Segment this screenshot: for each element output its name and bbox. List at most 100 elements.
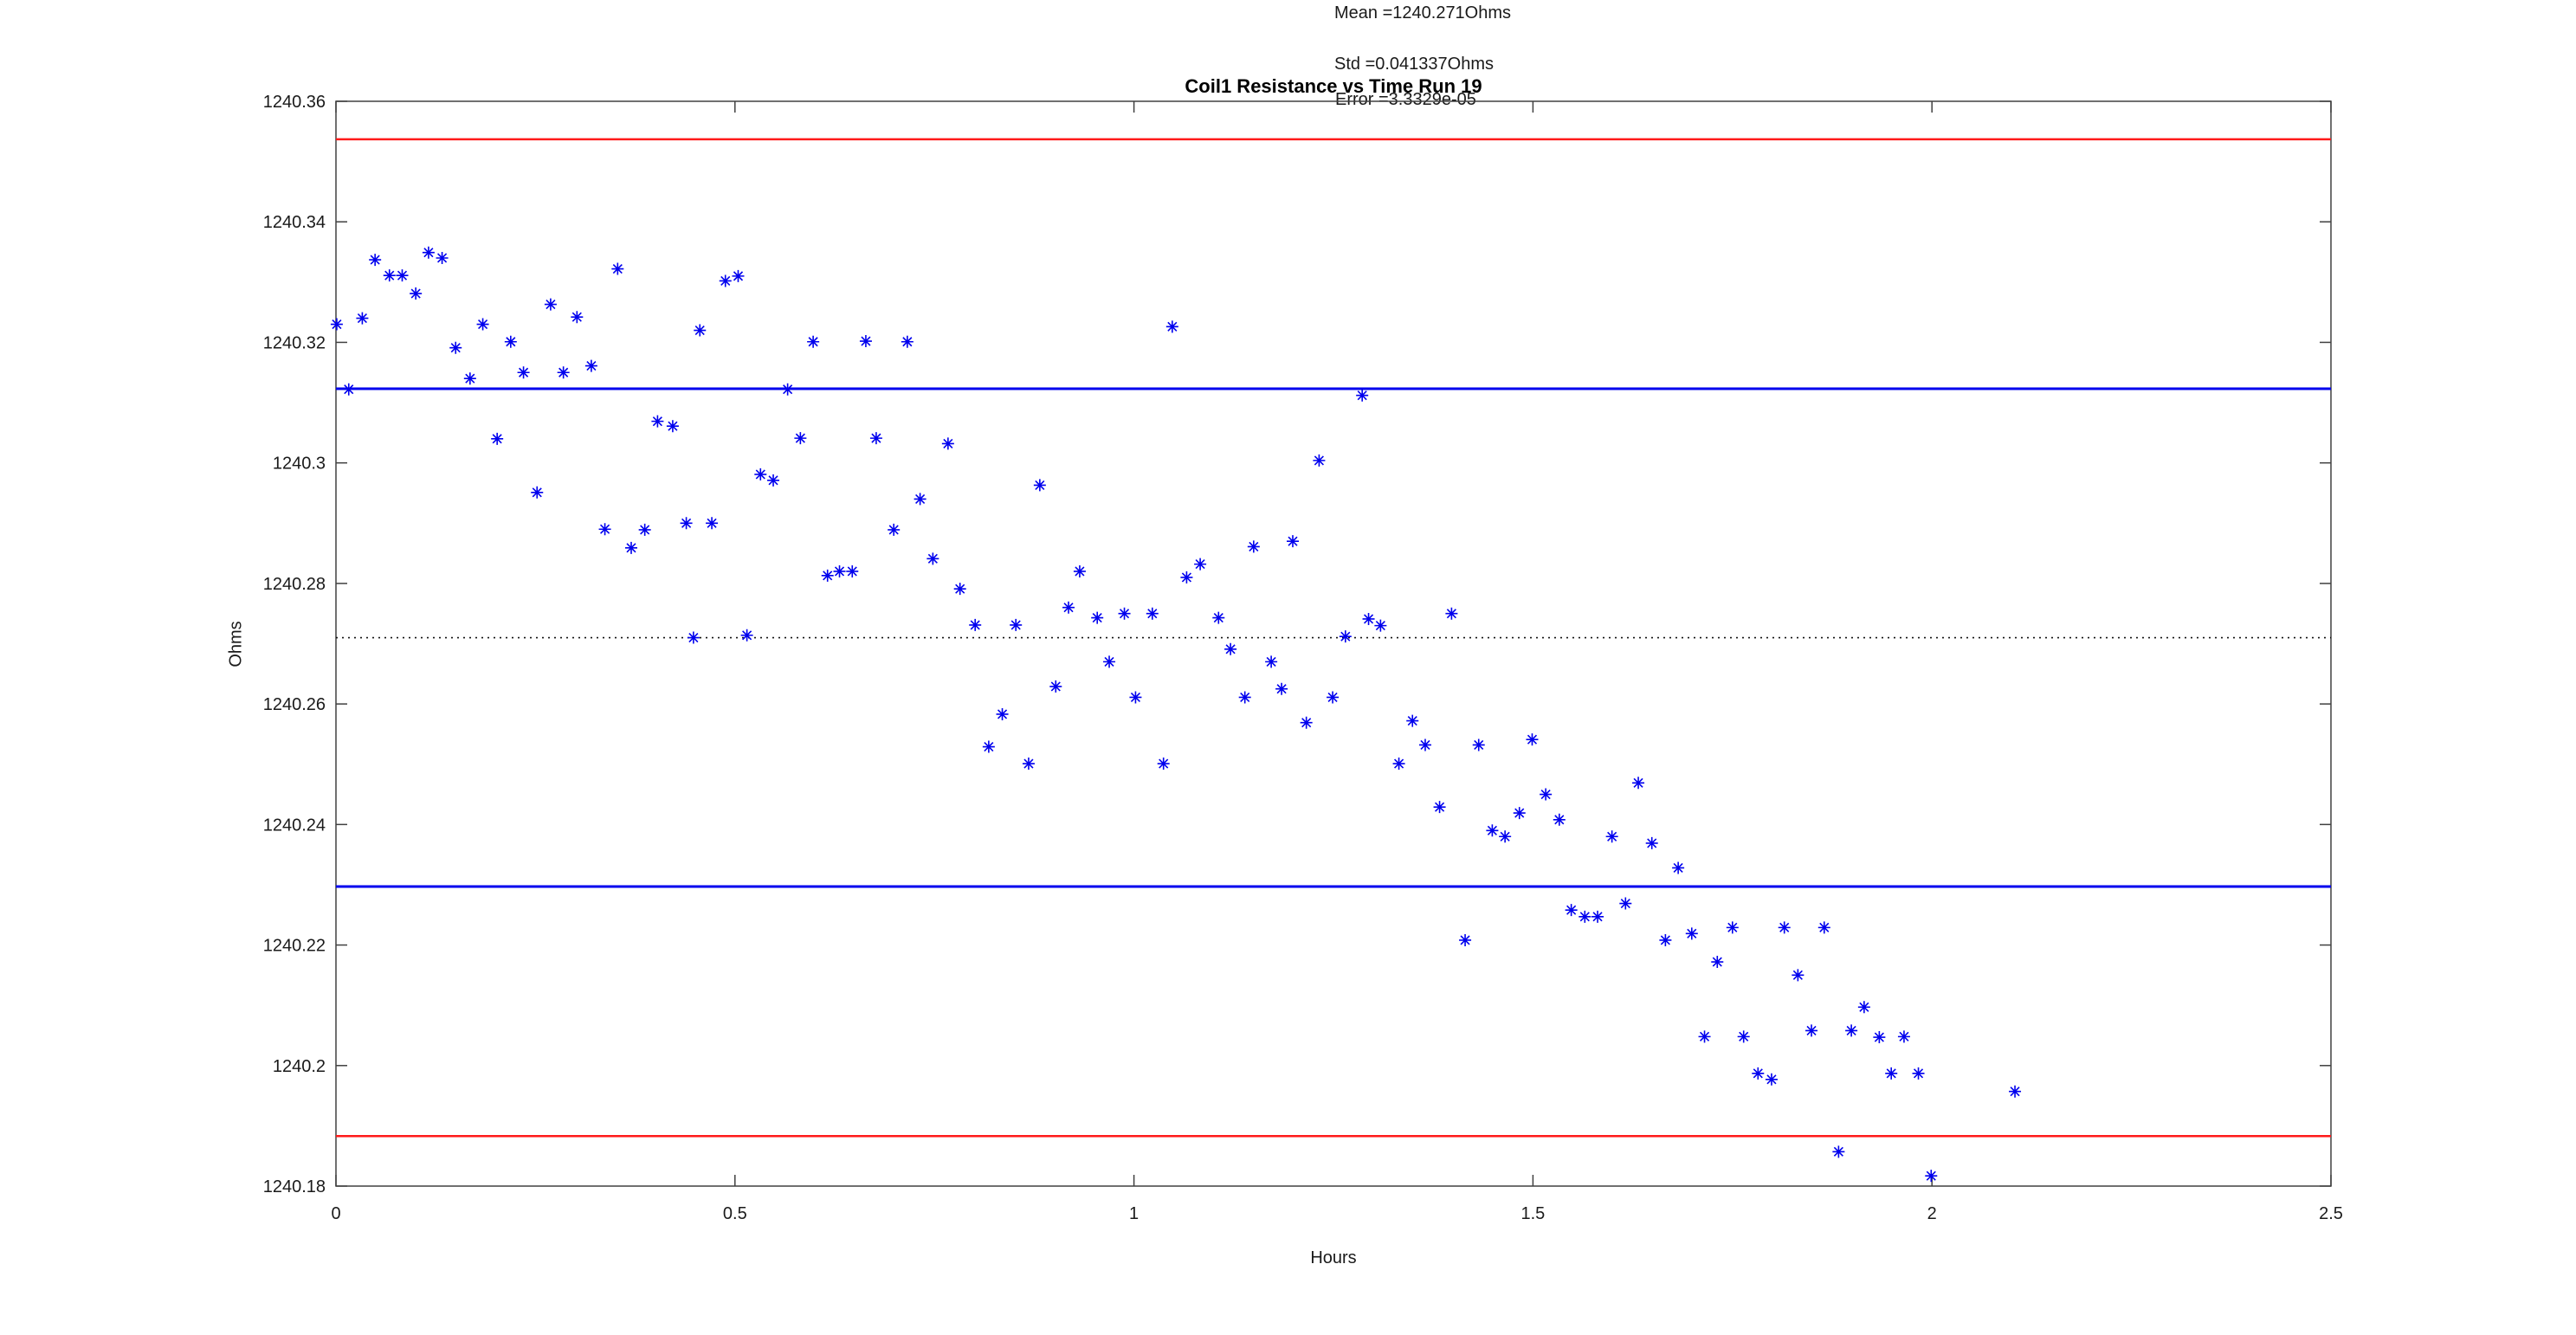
- data-point: [888, 523, 901, 536]
- data-point: [410, 287, 423, 300]
- y-tick-label: 1240.3: [273, 455, 326, 474]
- data-point: [1406, 714, 1419, 727]
- data-point: [1486, 824, 1499, 837]
- data-point: [1540, 788, 1553, 801]
- data-point: [1287, 535, 1299, 548]
- data-point: [1224, 642, 1237, 655]
- data-point: [1146, 607, 1159, 620]
- data-point: [330, 318, 343, 331]
- data-point: [1362, 612, 1375, 625]
- data-point: [422, 246, 435, 259]
- y-tick-label: 1240.32: [263, 333, 326, 352]
- data-point: [996, 707, 1009, 720]
- data-point: [491, 432, 504, 445]
- data-point: [859, 335, 872, 348]
- data-point: [449, 341, 462, 354]
- y-tick-label: 1240.34: [263, 213, 326, 232]
- data-point: [1118, 607, 1131, 620]
- data-point: [517, 366, 530, 379]
- data-point: [1062, 601, 1075, 614]
- data-point: [941, 437, 954, 450]
- data-point: [476, 318, 489, 331]
- data-point: [1103, 655, 1116, 668]
- data-point: [1726, 921, 1739, 934]
- data-point: [1553, 813, 1566, 826]
- x-tick-label: 0.5: [723, 1204, 747, 1223]
- data-point: [1339, 630, 1352, 643]
- data-point: [1897, 1030, 1910, 1043]
- data-point: [969, 618, 982, 631]
- data-point: [1685, 927, 1698, 940]
- data-point: [901, 335, 914, 348]
- data-point: [982, 740, 995, 753]
- y-tick-label: 1240.24: [263, 816, 326, 835]
- x-tick-label: 1.5: [1520, 1204, 1545, 1223]
- data-point: [1845, 1024, 1858, 1037]
- data-point: [356, 312, 369, 325]
- y-tick-label: 1240.26: [263, 695, 326, 714]
- data-point: [598, 523, 611, 536]
- data-point: [1778, 921, 1791, 934]
- y-tick-label: 1240.22: [263, 937, 326, 956]
- data-point: [1374, 619, 1387, 632]
- data-point: [1925, 1170, 1938, 1183]
- data-point: [680, 517, 693, 530]
- data-point: [1194, 558, 1207, 571]
- data-point: [584, 359, 597, 372]
- data-point: [1885, 1067, 1898, 1080]
- data-point: [1873, 1031, 1886, 1044]
- axes-box: [335, 100, 2332, 1187]
- data-point: [1912, 1067, 1925, 1080]
- data-point: [1275, 682, 1288, 695]
- x-axis-label: Hours: [1310, 1248, 1357, 1267]
- data-point: [1033, 479, 1046, 492]
- data-point: [1157, 758, 1170, 771]
- x-tick-label: 0: [331, 1204, 340, 1223]
- data-point: [1433, 801, 1446, 814]
- data-point: [807, 335, 820, 348]
- data-point: [1091, 611, 1104, 624]
- x-tick-label: 2.5: [2319, 1204, 2343, 1223]
- data-point: [1356, 389, 1369, 402]
- data-point: [1445, 607, 1458, 620]
- data-point: [383, 269, 396, 282]
- data-point: [1499, 830, 1512, 843]
- data-point: [1459, 933, 1472, 946]
- data-point: [1513, 807, 1526, 820]
- data-point: [869, 432, 882, 445]
- data-point: [1565, 904, 1578, 917]
- data-point: [1737, 1030, 1750, 1043]
- data-point: [531, 486, 544, 499]
- data-point: [767, 474, 780, 487]
- data-point: [1579, 910, 1591, 923]
- data-point: [1619, 897, 1632, 910]
- data-point: [1817, 921, 1830, 934]
- data-point: [732, 269, 745, 282]
- data-point: [794, 432, 807, 445]
- data-point: [1765, 1073, 1778, 1086]
- data-point: [1049, 680, 1062, 693]
- data-point: [396, 269, 409, 282]
- data-point: [624, 541, 637, 554]
- y-tick-label: 1240.28: [263, 575, 326, 594]
- data-point: [1010, 618, 1023, 631]
- data-point: [1632, 777, 1645, 790]
- data-point: [1752, 1067, 1765, 1080]
- data-point: [463, 372, 476, 385]
- chart-title: Coil1 Resistance vs Time Run 19: [1185, 75, 1482, 97]
- data-point: [369, 254, 382, 267]
- data-point: [740, 629, 753, 642]
- error-annotation: Error =3.3329e-05: [1335, 90, 1476, 109]
- data-point: [1472, 738, 1485, 751]
- data-point: [706, 517, 719, 530]
- mean-annotation: Mean =1240.271Ohms: [1334, 3, 1512, 23]
- data-point: [1022, 758, 1035, 771]
- data-point: [638, 523, 651, 536]
- data-point: [1792, 969, 1804, 982]
- data-point: [1327, 691, 1340, 704]
- data-point: [1300, 716, 1313, 729]
- data-point: [2009, 1085, 2022, 1098]
- data-point: [1605, 830, 1618, 843]
- data-point: [666, 420, 679, 433]
- data-point: [1212, 611, 1225, 624]
